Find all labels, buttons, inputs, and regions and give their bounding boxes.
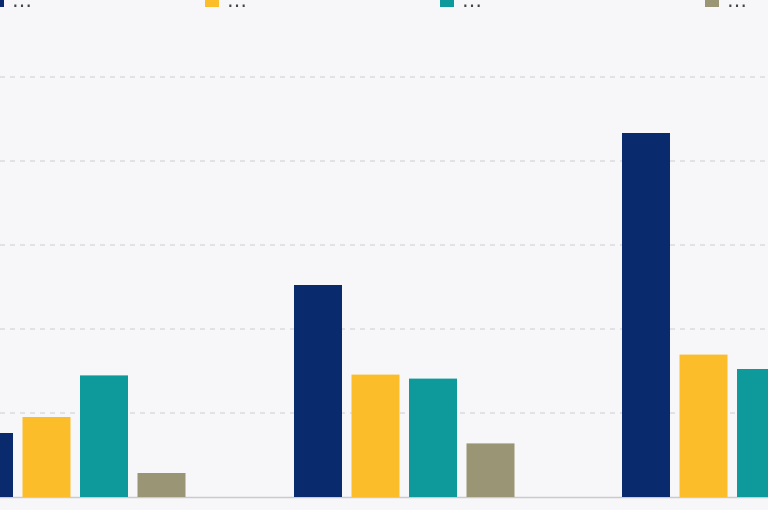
- bar-series-3-group-1: [80, 375, 128, 497]
- legend-label-series-3: …: [462, 0, 482, 12]
- legend-label-series-4: …: [727, 0, 747, 12]
- bar-series-1-group-2: [294, 285, 342, 497]
- legend-label-series-1: …: [12, 0, 32, 12]
- legend-item-series-2: …: [205, 0, 247, 12]
- bar-series-2-group-2: [351, 374, 400, 497]
- legend-swatch-series-1: [0, 0, 4, 7]
- chart-legend: … … … …: [0, 0, 768, 12]
- legend-item-series-3: …: [440, 0, 482, 12]
- bar-series-4-group-2: [466, 443, 515, 497]
- bar-series-2-group-3: [679, 354, 728, 497]
- legend-item-series-4: …: [705, 0, 747, 12]
- legend-label-series-2: …: [227, 0, 247, 12]
- legend-swatch-series-3: [440, 0, 454, 7]
- bar-series-3-group-2: [409, 378, 457, 497]
- bar-series-1-group-1: [0, 433, 13, 497]
- bar-series-3-group-3: [737, 369, 768, 497]
- bar-series-1-group-3: [622, 133, 670, 497]
- legend-swatch-series-4: [705, 0, 719, 7]
- bar-series-4-group-1: [137, 473, 186, 497]
- bar-series-2-group-1: [22, 417, 71, 497]
- legend-item-series-1: …: [0, 0, 32, 12]
- legend-swatch-series-2: [205, 0, 219, 7]
